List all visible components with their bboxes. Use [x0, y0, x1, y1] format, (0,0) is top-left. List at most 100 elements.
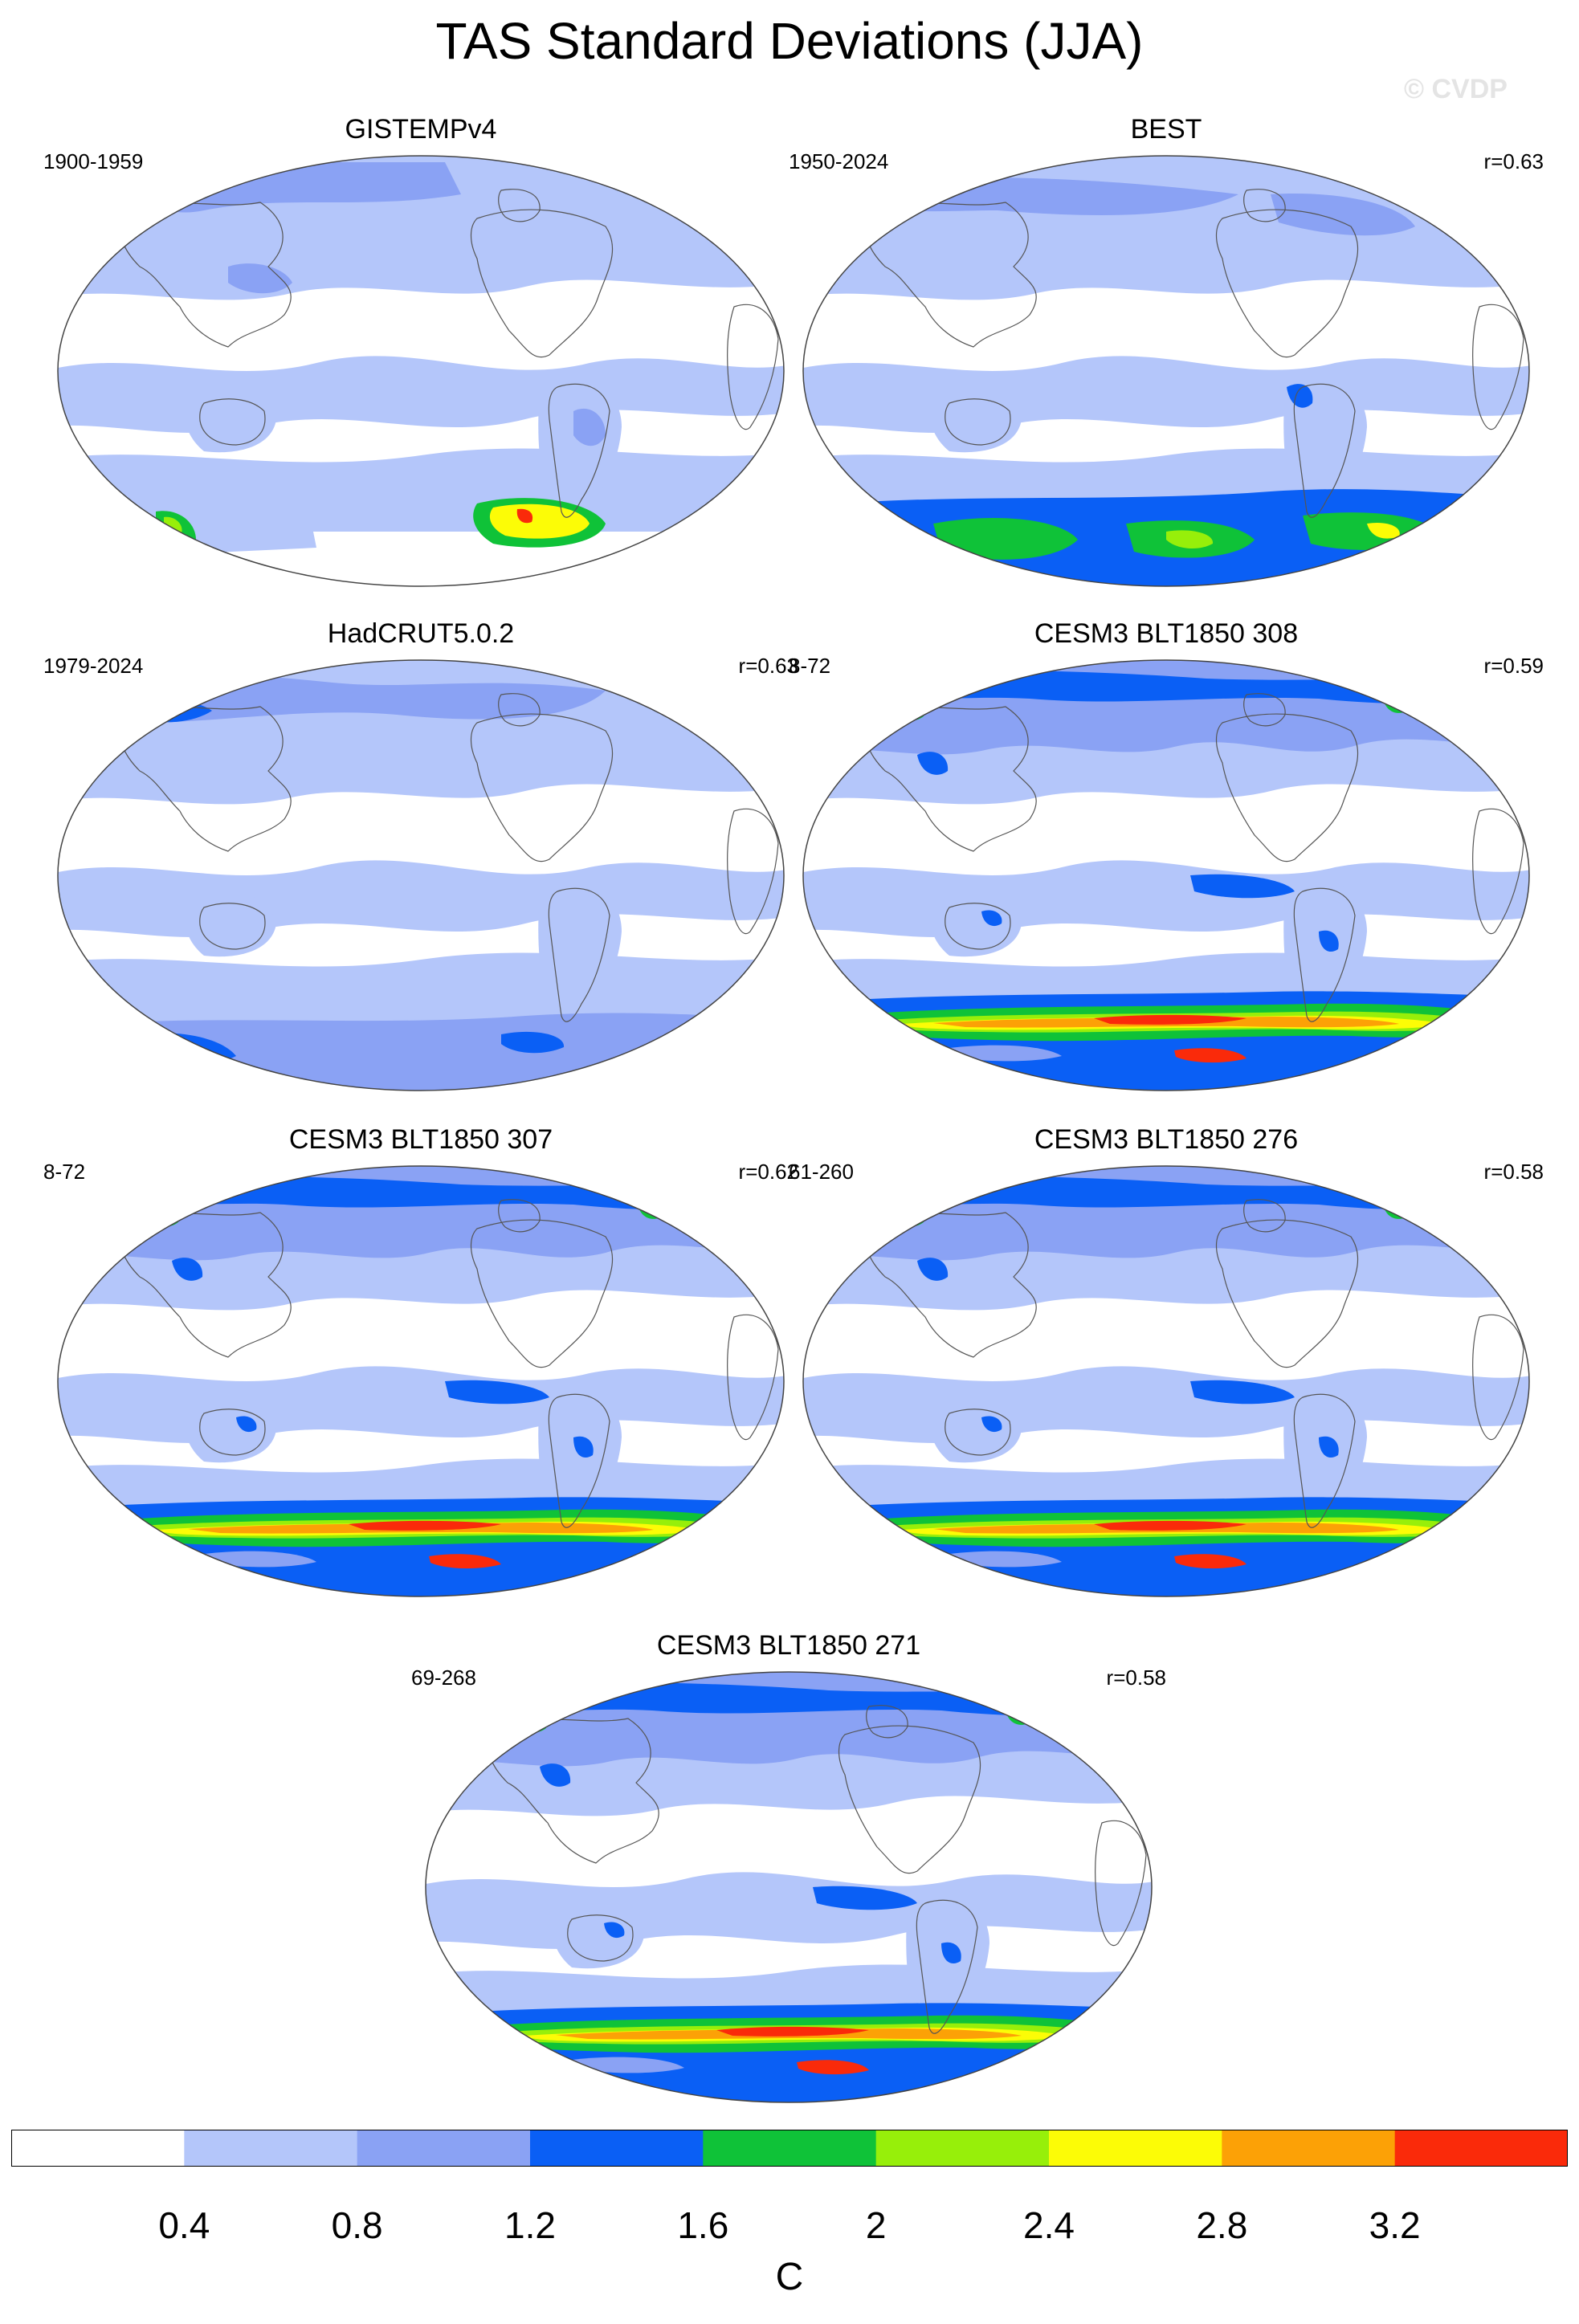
panel-correlation: r=0.62	[738, 1160, 798, 1184]
region-yellow	[489, 504, 590, 539]
panel-period: 8-72	[43, 1160, 86, 1184]
region-dark-blue	[501, 1031, 565, 1054]
region-medium-blue	[803, 660, 1529, 755]
coast-africa	[727, 304, 779, 430]
coast-greenland	[1243, 693, 1286, 727]
region-dark-blue	[1190, 1380, 1295, 1405]
panel-period: 69-268	[411, 1666, 476, 1690]
panel-title: BEST	[1130, 114, 1202, 145]
region-dark-blue	[445, 1380, 549, 1405]
region-red	[429, 1554, 501, 1569]
coast-australia	[945, 398, 1011, 446]
region-dark-blue	[1319, 930, 1339, 952]
region-medium-blue	[572, 2057, 684, 2073]
region-medium-blue	[573, 408, 606, 446]
region-dark-blue	[981, 1416, 1002, 1433]
map-field	[58, 1166, 784, 1596]
region-red	[797, 2060, 869, 2075]
coast-north-america	[1215, 713, 1359, 862]
map-panel-cesm3-307: CESM3 BLT1850 307 8-72 r=0.62	[43, 1124, 798, 1606]
region-red	[1094, 1014, 1246, 1025]
coast-north-america	[470, 1219, 614, 1368]
region-red	[349, 1520, 501, 1531]
region-dark-blue	[941, 1942, 961, 1964]
map-outline	[425, 1671, 1153, 2103]
coast-africa	[727, 808, 779, 935]
coast-north-america	[470, 713, 614, 862]
map-field	[803, 156, 1529, 586]
panel-period: 1979-2024	[43, 654, 144, 678]
colorbar-segment	[1222, 2130, 1396, 2167]
coast-africa	[1472, 1314, 1524, 1441]
panel-correlation: r=0.58	[1106, 1666, 1166, 1690]
colorbar-segment	[875, 2130, 1050, 2167]
map-best	[802, 155, 1530, 587]
coast-eurasia	[865, 202, 1037, 348]
coast-greenland	[498, 1199, 541, 1233]
map-panel-cesm3-276: CESM3 BLT1850 276 61-260 r=0.58	[789, 1124, 1544, 1606]
panel-title: HadCRUT5.0.2	[327, 618, 515, 649]
panel-period: 1950-2024	[789, 149, 889, 173]
coast-north-america	[1215, 1219, 1359, 1368]
region-dark-blue	[1190, 874, 1295, 899]
region-red	[1094, 1520, 1246, 1531]
coast-eurasia	[120, 1212, 292, 1358]
map-cesm3-307	[57, 1165, 785, 1597]
colorbar-segment	[357, 2130, 531, 2167]
region-red	[716, 2026, 869, 2037]
coast-australia	[945, 903, 1011, 950]
region-medium-blue	[949, 1045, 1062, 1062]
panel-period: 8-72	[789, 654, 831, 678]
colorbar-tick-label: 1.6	[677, 2204, 729, 2246]
panel-title: CESM3 BLT1850 307	[288, 1124, 553, 1155]
map-field	[58, 660, 784, 1091]
watermark-cvdp: © CVDP	[1404, 74, 1508, 104]
region-light-blue	[1283, 874, 1367, 1028]
coast-south-america	[548, 887, 610, 1022]
region-light-blue	[1283, 369, 1367, 524]
figure-title: TAS Standard Deviations (JJA)	[435, 12, 1144, 70]
colorbar-tick-label: 2.4	[1023, 2204, 1075, 2246]
map-gistempv4	[57, 155, 785, 587]
map-panel-best: BEST 1950-2024 r=0.63	[789, 114, 1544, 596]
coast-south-america	[548, 383, 610, 518]
region-medium-blue	[204, 1551, 316, 1568]
region-medium-blue	[228, 263, 292, 294]
region-dark-blue	[1319, 1436, 1339, 1458]
panel-title: CESM3 BLT1850 276	[1034, 1124, 1299, 1155]
region-medium-blue	[426, 1672, 1152, 1767]
region-lime	[1166, 530, 1214, 549]
region-light-blue	[538, 1380, 622, 1534]
region-dark-blue	[917, 752, 949, 775]
coast-australia	[945, 1409, 1011, 1456]
map-outline	[57, 155, 785, 587]
coast-eurasia	[865, 1212, 1037, 1358]
coast-greenland	[866, 1705, 908, 1739]
region-dark-blue	[813, 1886, 917, 1910]
map-panel-cesm3-271: CESM3 BLT1850 271 69-268 r=0.58	[411, 1630, 1166, 2112]
coast-south-america	[1293, 887, 1356, 1022]
panel-title: CESM3 BLT1850 271	[656, 1630, 921, 1661]
map-cesm3-271	[425, 1671, 1153, 2103]
panel-correlation: r=0.58	[1483, 1160, 1544, 1184]
map-outline	[802, 659, 1530, 1091]
coast-north-america	[470, 209, 614, 358]
region-medium-blue	[803, 1166, 1529, 1261]
coast-eurasia	[120, 706, 292, 852]
panel-title: GISTEMPv4	[345, 114, 497, 145]
colorbar-segment	[1049, 2130, 1222, 2167]
coast-australia	[199, 1409, 266, 1456]
coast-north-america	[1215, 209, 1359, 358]
region-light-blue	[1283, 1380, 1367, 1534]
region-dark-blue	[604, 1922, 625, 1939]
coast-australia	[199, 903, 266, 950]
map-outline	[802, 155, 1530, 587]
region-dark-blue	[236, 1416, 257, 1433]
coast-greenland	[1243, 189, 1286, 222]
coast-greenland	[498, 693, 541, 727]
colorbar-tick-label: 1.2	[504, 2204, 556, 2246]
region-green	[933, 517, 1078, 560]
region-dark-blue	[917, 1258, 949, 1281]
region-medium-blue	[949, 1551, 1062, 1568]
region-light-blue	[906, 1886, 989, 2040]
